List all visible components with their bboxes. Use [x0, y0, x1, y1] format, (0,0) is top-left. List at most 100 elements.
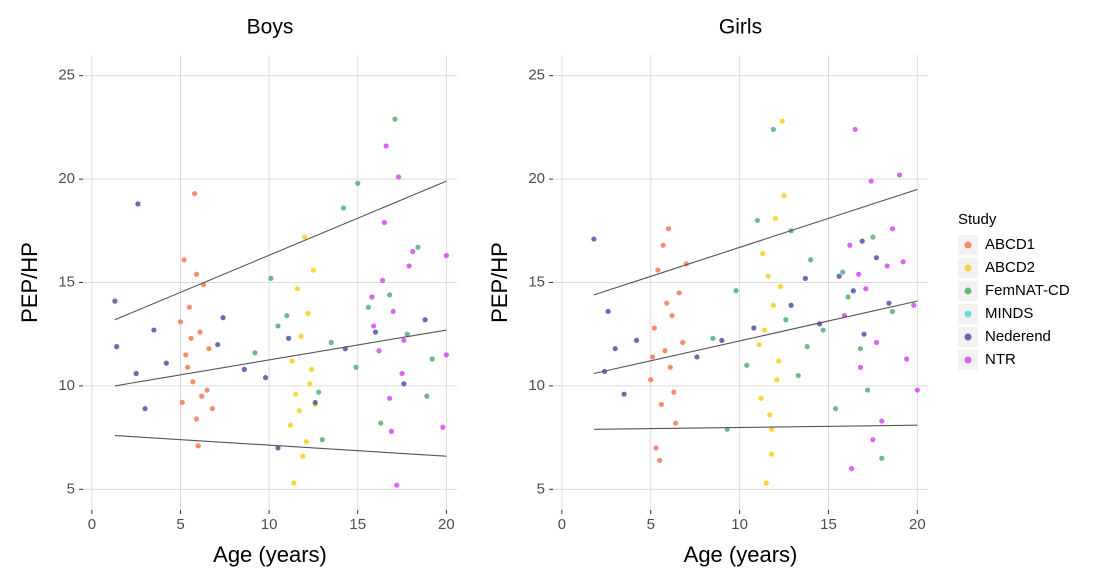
point [896, 172, 903, 178]
point [900, 259, 906, 265]
point [381, 219, 387, 226]
x-tick-label: 15 [820, 516, 837, 533]
point [847, 242, 853, 248]
point [783, 317, 789, 323]
fit-line [593, 300, 918, 375]
point [832, 406, 839, 412]
point [406, 263, 412, 269]
fit-line [593, 424, 918, 430]
legend-label: Nederend [985, 328, 1051, 345]
point [653, 445, 659, 451]
point [848, 466, 855, 472]
point [694, 354, 700, 360]
point [355, 180, 361, 186]
point [401, 337, 407, 344]
point [193, 271, 200, 277]
point [660, 242, 666, 248]
point [621, 391, 627, 397]
point [443, 352, 449, 358]
point [873, 339, 880, 346]
point [840, 269, 846, 275]
point [390, 308, 396, 315]
legend-swatch [964, 333, 972, 341]
point [310, 267, 317, 273]
point [857, 364, 864, 370]
point [206, 346, 212, 352]
point [387, 292, 393, 298]
point [151, 327, 157, 333]
x-tick-label: 15 [349, 516, 366, 533]
point [376, 348, 382, 354]
point [197, 329, 203, 335]
point [179, 399, 185, 406]
point [889, 226, 896, 232]
point [884, 263, 890, 269]
legend-swatch [964, 264, 972, 272]
point [440, 424, 446, 430]
fit-line [114, 180, 447, 321]
point [879, 418, 885, 424]
x-axis-label: Age (years) [213, 542, 327, 567]
point [289, 358, 295, 364]
point [296, 408, 302, 414]
point [673, 420, 679, 426]
point [633, 337, 640, 344]
point [177, 319, 184, 325]
point [312, 399, 318, 406]
point [664, 300, 670, 306]
point [859, 238, 865, 244]
point [886, 300, 892, 306]
point [772, 215, 778, 221]
point [379, 277, 386, 284]
point [429, 356, 435, 362]
point [870, 437, 876, 443]
point [655, 267, 661, 273]
point [856, 271, 862, 277]
point [293, 391, 299, 397]
point [372, 329, 379, 335]
point [788, 302, 794, 308]
point [287, 422, 293, 428]
point [394, 482, 400, 488]
panel: 0 5 10 15 20 5 10 15 20 25 Boys Age (years) PEP/HP [17, 16, 457, 567]
point [298, 333, 304, 339]
point [387, 395, 393, 401]
y-tick-label: 15 [58, 273, 75, 290]
y-tick-label: 20 [528, 170, 545, 187]
legend-title: Study [958, 211, 997, 228]
point [754, 217, 760, 224]
point [761, 327, 768, 333]
point [303, 439, 309, 445]
x-tick-label: 0 [558, 516, 566, 533]
point [873, 255, 880, 261]
point [401, 381, 407, 387]
point [371, 323, 377, 329]
point [422, 317, 428, 323]
point [199, 393, 205, 399]
point [319, 437, 325, 443]
point [770, 126, 776, 133]
point [820, 327, 826, 333]
point [649, 354, 656, 360]
point [612, 346, 618, 352]
point [262, 375, 269, 381]
point [719, 337, 725, 344]
point [188, 335, 194, 341]
point [870, 234, 876, 240]
point [268, 275, 274, 281]
point [662, 348, 668, 354]
point [605, 308, 611, 315]
point [751, 325, 757, 331]
y-tick-label: 25 [528, 67, 545, 84]
point [671, 389, 677, 395]
point [291, 480, 297, 486]
point [415, 244, 421, 250]
point [284, 312, 290, 319]
point [365, 304, 371, 310]
x-tick-label: 10 [261, 516, 278, 533]
point [388, 428, 395, 435]
point [669, 312, 675, 319]
point [204, 387, 210, 393]
fit-line [593, 188, 918, 296]
legend-swatch [964, 241, 972, 249]
